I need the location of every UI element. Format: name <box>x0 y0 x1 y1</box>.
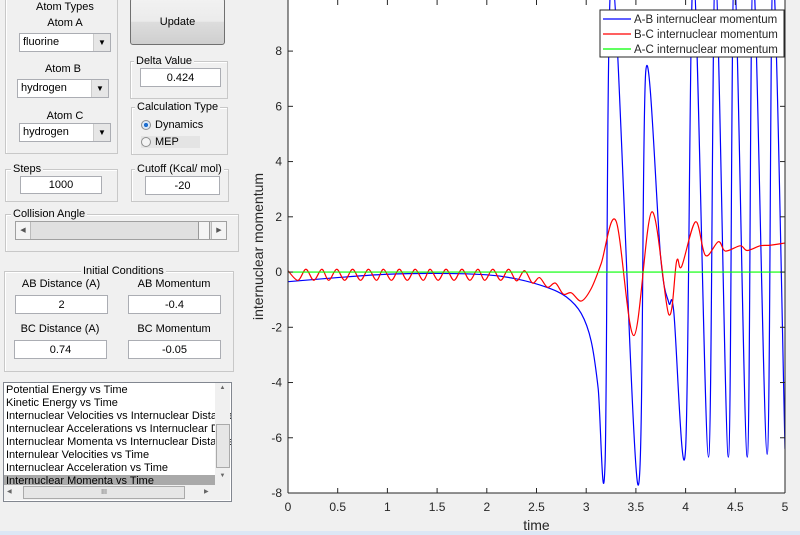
legend-entry-0: A-B internuclear momentum <box>634 14 777 26</box>
y-tick-label: 8 <box>275 44 282 58</box>
list-item[interactable]: Internuclear Momenta vs Internuclear Dis… <box>6 436 232 448</box>
radio-mep-label: MEP <box>155 136 179 148</box>
bc-momentum-input[interactable]: -0.05 <box>128 340 221 359</box>
list-item-selected[interactable]: Internuclear Momenta vs Time <box>4 475 215 488</box>
y-tick-label: -8 <box>271 486 282 500</box>
listbox-horizontal-scrollbar[interactable]: ◀ III ▶ <box>4 485 230 500</box>
x-tick-label: 4 <box>682 500 689 514</box>
delta-value-title: Delta Value <box>134 55 195 67</box>
x-tick-label: 1.5 <box>429 500 446 514</box>
x-tick-label: 0.5 <box>329 500 346 514</box>
legend-entry-2: A-C internuclear momentum <box>634 44 778 56</box>
ab-momentum-label: AB Momentum <box>137 278 211 290</box>
listbox-vertical-scrollbar[interactable]: ▲ ▼ <box>215 383 230 485</box>
momentum-chart: 0 0.5 1 1.5 2 2.5 3 3.5 4 4.5 5 -8 -6 -4 -2 0 2 4 6 8 time in… <box>250 0 789 533</box>
collision-angle-title: Collision Angle <box>11 208 88 220</box>
list-item[interactable]: Internuclear Velocities vs Internuclear … <box>6 410 232 422</box>
initial-conditions-panel: Initial Conditions <box>4 265 234 372</box>
slider-right-arrow[interactable]: ▶ <box>211 222 226 239</box>
ab-distance-input[interactable]: 2 <box>15 295 108 314</box>
list-item[interactable]: Potential Energy vs Time <box>6 384 128 396</box>
list-item[interactable]: Kinetic Energy vs Time <box>6 397 118 409</box>
delta-value-panel: Delta Value <box>130 55 228 99</box>
radio-selected-icon <box>141 120 151 130</box>
list-item[interactable]: Internuclear Acceleration vs Time <box>6 462 169 474</box>
calculation-type-panel: Calculation Type <box>131 101 228 155</box>
x-axis-label: time <box>523 517 550 533</box>
scroll-down-icon[interactable]: ▼ <box>219 473 226 479</box>
x-tick-label: 2.5 <box>528 500 545 514</box>
atom-b-value: hydrogen <box>21 82 67 94</box>
atom-c-dropdown[interactable]: hydrogen ▼ <box>19 123 111 142</box>
atom-b-label: Atom B <box>44 63 82 75</box>
cutoff-input[interactable]: -20 <box>145 176 220 195</box>
y-tick-label: 2 <box>275 210 282 224</box>
ab-momentum-input[interactable]: -0.4 <box>128 295 221 314</box>
bc-distance-input[interactable]: 0.74 <box>14 340 107 359</box>
slider-left-arrow[interactable]: ◀ <box>16 222 31 239</box>
scroll-right-icon[interactable]: ▶ <box>204 489 209 495</box>
scrollbar-thumb[interactable]: III <box>23 486 185 499</box>
radio-dynamics[interactable]: Dynamics <box>141 119 203 131</box>
chevron-down-icon[interactable]: ▼ <box>91 80 108 97</box>
cutoff-panel: Cutoff (Kcal/ mol) <box>131 163 229 202</box>
calculation-type-title: Calculation Type <box>135 101 221 113</box>
y-tick-label: -4 <box>271 376 282 390</box>
radio-dynamics-label: Dynamics <box>155 119 204 131</box>
slider-thumb[interactable] <box>198 222 210 239</box>
bc-momentum-label: BC Momentum <box>137 323 211 335</box>
list-item[interactable]: Internuclear Accelerations vs Internucle… <box>6 423 215 435</box>
y-tick-label: 0 <box>275 265 282 279</box>
y-tick-label: -6 <box>271 431 282 445</box>
collision-angle-slider[interactable]: ◀ ▶ <box>15 221 227 240</box>
scroll-left-icon[interactable]: ◀ <box>7 489 12 495</box>
steps-title: Steps <box>11 163 44 175</box>
radio-unselected-icon <box>141 137 151 147</box>
steps-panel: Steps <box>5 163 118 202</box>
atom-types-panel: Atom Types <box>5 0 118 154</box>
atom-a-dropdown[interactable]: fluorine ▼ <box>19 33 111 52</box>
x-tick-label: 1 <box>384 500 391 514</box>
atom-a-value: fluorine <box>23 36 60 48</box>
y-axis-label: internuclear momentum <box>250 173 266 320</box>
list-item[interactable]: Internulear Velocities vs Time <box>6 449 150 461</box>
x-tick-label: 4.5 <box>727 500 744 514</box>
atom-a-label: Atom A <box>47 17 83 29</box>
legend-entry-1: B-C internuclear momentum <box>634 29 778 41</box>
radio-mep[interactable]: MEP <box>141 136 200 148</box>
plot-type-listbox[interactable]: Potential Energy vs Time Kinetic Energy … <box>3 382 232 502</box>
atom-types-title: Atom Types <box>34 1 96 13</box>
x-tick-label: 3.5 <box>628 500 645 514</box>
collision-angle-panel: Collision Angle <box>5 208 239 252</box>
scrollbar-thumb[interactable] <box>216 424 230 468</box>
atom-c-label: Atom C <box>46 110 84 122</box>
delta-value-input[interactable]: 0.424 <box>140 68 221 87</box>
listbox-items: Potential Energy vs Time Kinetic Energy … <box>4 384 232 488</box>
ab-distance-label: AB Distance (A) <box>21 278 101 290</box>
bc-distance-label: BC Distance (A) <box>20 323 100 335</box>
legend: A-B internuclear momentum B-C internuclea… <box>599 9 785 58</box>
x-tick-label: 0 <box>285 500 292 514</box>
x-tick-label: 5 <box>782 500 789 514</box>
initial-conditions-title: Initial Conditions <box>81 265 166 277</box>
series-line-0 <box>288 0 785 486</box>
x-tick-label: 2 <box>483 500 490 514</box>
bottom-status-strip <box>0 531 800 535</box>
chevron-down-icon[interactable]: ▼ <box>93 124 110 141</box>
x-tick-label: 3 <box>583 500 590 514</box>
y-tick-label: -2 <box>271 320 282 334</box>
cutoff-title: Cutoff (Kcal/ mol) <box>135 163 224 175</box>
scroll-up-icon[interactable]: ▲ <box>219 385 226 391</box>
y-tick-label: 4 <box>275 155 282 169</box>
atom-b-dropdown[interactable]: hydrogen ▼ <box>17 79 109 98</box>
chevron-down-icon[interactable]: ▼ <box>93 34 110 51</box>
series-group <box>288 0 785 486</box>
update-button[interactable]: Update <box>130 0 225 45</box>
y-tick-label: 6 <box>275 99 282 113</box>
steps-input[interactable]: 1000 <box>20 176 102 194</box>
atom-c-value: hydrogen <box>23 126 69 138</box>
